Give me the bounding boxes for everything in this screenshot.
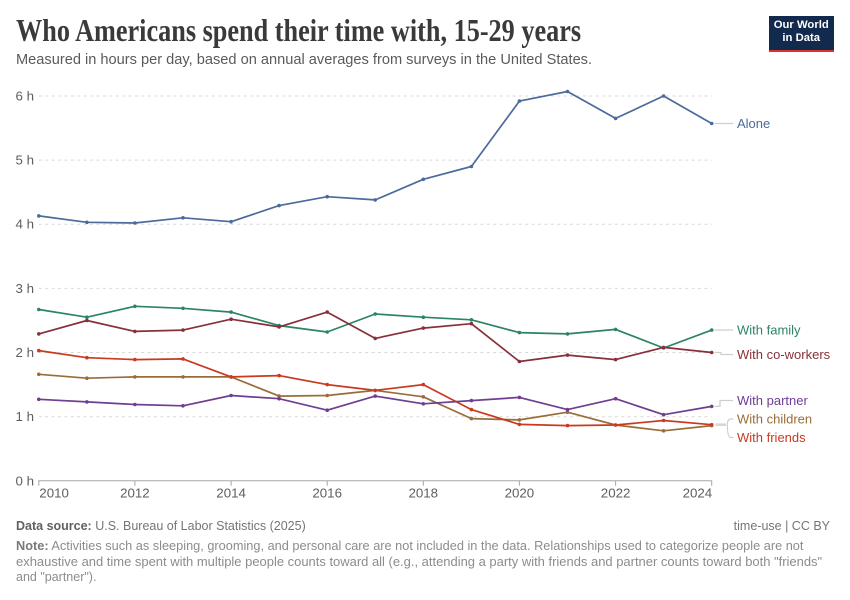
svg-text:2020: 2020 [505,486,535,501]
svg-text:2016: 2016 [312,486,342,501]
svg-text:With children: With children [737,412,812,427]
svg-text:2024: 2024 [683,486,713,501]
svg-text:2018: 2018 [409,486,439,501]
svg-text:2 h: 2 h [16,345,35,360]
svg-text:With co-workers: With co-workers [737,347,831,362]
svg-text:Alone: Alone [737,116,770,131]
svg-text:6 h: 6 h [16,89,35,104]
svg-text:1 h: 1 h [16,409,35,424]
svg-text:2014: 2014 [216,486,246,501]
svg-text:4 h: 4 h [16,217,35,232]
svg-text:2022: 2022 [601,486,631,501]
svg-text:With friends: With friends [737,430,806,445]
svg-text:With family: With family [737,323,801,338]
svg-text:3 h: 3 h [16,281,35,296]
svg-text:2010: 2010 [39,486,69,501]
svg-text:With partner: With partner [737,393,808,408]
svg-text:2012: 2012 [120,486,150,501]
svg-text:0 h: 0 h [16,473,35,488]
svg-text:5 h: 5 h [16,153,35,168]
